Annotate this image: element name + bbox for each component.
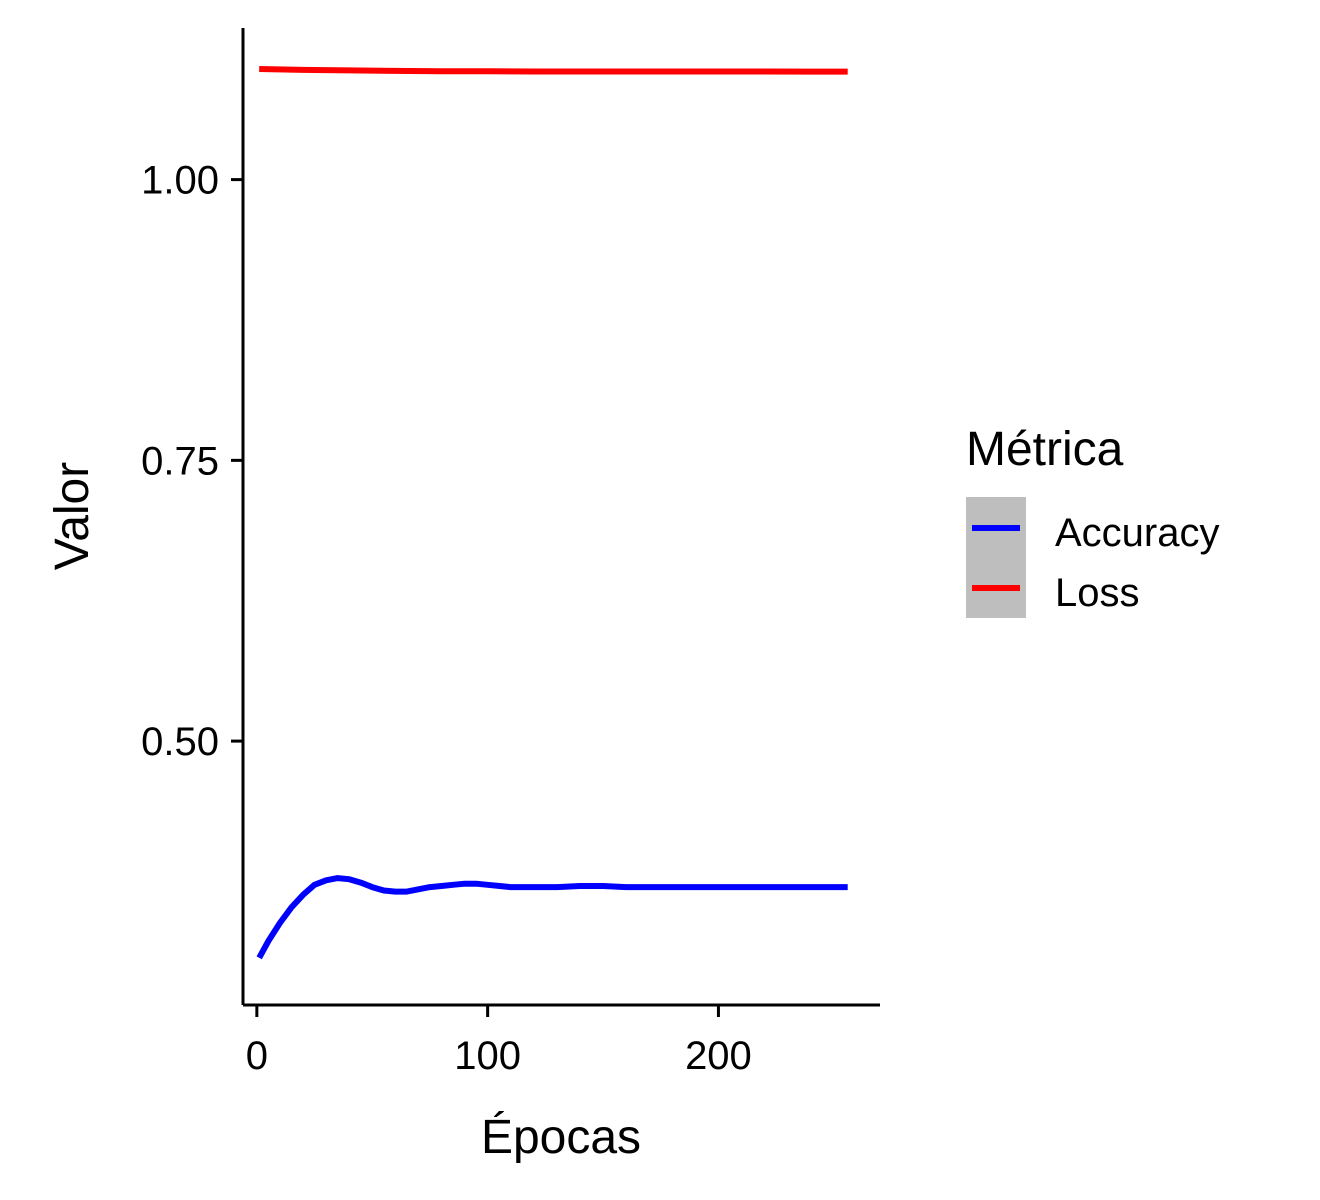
axes <box>241 28 880 1007</box>
legend-label-accuracy: Accuracy <box>1055 511 1220 555</box>
legend-label-loss: Loss <box>1055 571 1140 615</box>
legend-title: Métrica <box>966 423 1124 476</box>
y-tick-label: 0.50 <box>141 720 219 764</box>
ticks: 0 100 200 0.50 0.75 1.00 <box>141 159 752 1078</box>
legend-key-background <box>966 497 1026 618</box>
series-line-loss <box>259 66 848 75</box>
series-line-accuracy <box>256 875 848 960</box>
y-tick-label: 0.75 <box>141 439 219 483</box>
x-axis-title: Épocas <box>481 1111 641 1164</box>
series-layer <box>256 66 848 960</box>
legend: Métrica Accuracy Loss <box>966 423 1220 618</box>
y-tick-label: 1.00 <box>141 159 219 203</box>
x-tick-label: 200 <box>685 1034 752 1078</box>
x-tick-label: 100 <box>454 1034 521 1078</box>
x-tick-label: 0 <box>246 1034 268 1078</box>
y-axis-title: Valor <box>46 462 99 571</box>
